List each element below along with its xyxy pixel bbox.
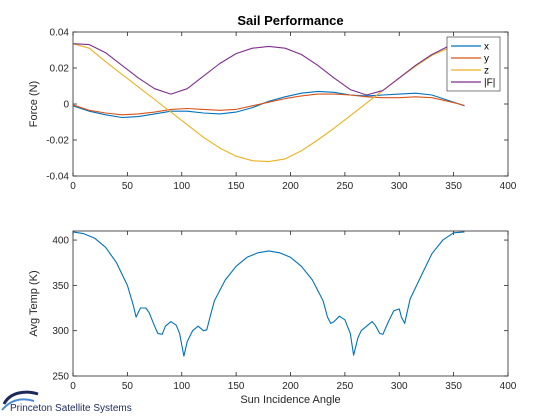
x-tick-label: 300	[391, 181, 408, 192]
x-tick-label: 150	[228, 181, 245, 192]
y-tick-label: 350	[52, 281, 69, 292]
temperature-x-axis-label: Sun Incidence Angle	[240, 394, 340, 406]
series-line-temp	[72, 231, 465, 357]
x-tick-label: 300	[391, 381, 408, 392]
x-tick-label: 0	[70, 381, 76, 392]
x-tick-label: 50	[122, 381, 134, 392]
y-tick-label: 400	[52, 236, 69, 247]
force-y-axis-label: Force (N)	[28, 81, 40, 127]
x-tick-label: 200	[282, 381, 299, 392]
force-axis-ticks: 0 50 100 150 200 250 300 350 400 -0.04 -0.02 0 0.02 0…	[46, 28, 517, 193]
force-plot: 0 50 100 150 200 250 300 350 400 -0.04 -0.02 0 0.02 0…	[28, 13, 517, 192]
legend-entry: x	[484, 42, 489, 53]
force-legend: xyz|F|	[446, 36, 501, 92]
y-tick-label: 250	[52, 372, 69, 383]
y-tick-label: -0.04	[46, 172, 69, 183]
swoosh-icon	[1, 390, 39, 411]
series-line-F	[72, 43, 465, 96]
x-tick-label: 100	[173, 381, 190, 392]
x-tick-label: 350	[445, 181, 462, 192]
force-plot-title: Sail Performance	[237, 13, 343, 28]
series-line-x	[72, 90, 465, 119]
x-tick-label: 400	[500, 381, 517, 392]
x-tick-label: 200	[282, 181, 299, 192]
x-tick-label: 100	[173, 181, 190, 192]
x-tick-label: 50	[122, 181, 134, 192]
y-tick-label: 0.02	[50, 64, 70, 75]
force-axes-box	[72, 31, 509, 177]
x-tick-label: 350	[445, 381, 462, 392]
temperature-y-axis-label: Avg Temp (K)	[28, 270, 40, 336]
company-logo: Princeton Satellite Systems	[1, 390, 132, 414]
legend-entry: z	[484, 66, 489, 77]
legend-entry: y	[484, 54, 489, 65]
temperature-axis-ticks: 0 50 100 150 200 250 300 350 400 250 300 350 400	[52, 231, 517, 392]
company-name: Princeton Satellite Systems	[10, 403, 132, 414]
x-tick-label: 400	[500, 181, 517, 192]
x-tick-label: 150	[228, 381, 245, 392]
y-tick-label: -0.02	[46, 136, 69, 147]
temperature-series-lines	[72, 231, 465, 357]
x-tick-label: 0	[70, 181, 76, 192]
y-tick-label: 0	[63, 100, 69, 111]
temperature-axes-box	[72, 230, 509, 377]
y-tick-label: 300	[52, 326, 69, 337]
legend-entry: |F|	[484, 78, 495, 89]
series-line-y	[72, 93, 465, 116]
temperature-plot: 0 50 100 150 200 250 300 350 400 250 300 350 400 Sun…	[28, 230, 517, 406]
x-tick-label: 250	[337, 381, 354, 392]
x-tick-label: 250	[337, 181, 354, 192]
force-series-lines	[72, 43, 465, 163]
y-tick-label: 0.04	[50, 28, 70, 39]
